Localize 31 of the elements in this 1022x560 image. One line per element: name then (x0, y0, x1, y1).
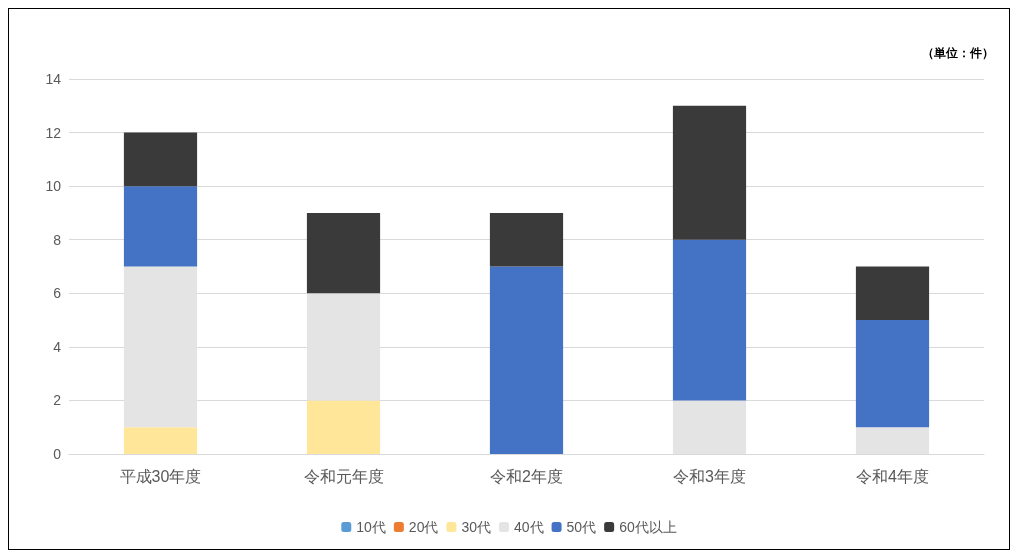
y-tick-label: 2 (53, 392, 62, 409)
y-tick-label: 0 (53, 446, 62, 462)
bar (123, 427, 198, 454)
x-tick-label: 令和2年度 (490, 467, 563, 485)
legend-label: 40代 (514, 519, 544, 535)
bar (123, 186, 198, 267)
bar (672, 105, 747, 240)
bar (306, 400, 381, 454)
bar (123, 132, 198, 187)
legend-label: 50代 (566, 519, 597, 535)
y-tick-label: 12 (45, 124, 62, 141)
bar (489, 212, 564, 267)
x-tick-label: 平成30年度 (119, 467, 202, 485)
legend-label: 30代 (461, 519, 492, 535)
y-tick-label: 6 (53, 285, 62, 302)
legend-label: 20代 (408, 519, 439, 535)
y-tick-label: 14 (45, 71, 62, 87)
x-tick-label: 令和3年度 (673, 467, 746, 485)
legend-label: 60代以上 (619, 519, 677, 535)
legend-label: 10代 (356, 519, 386, 535)
text: （単位：件） (922, 46, 994, 60)
bar (306, 212, 381, 294)
bar (855, 320, 930, 428)
bar (672, 239, 747, 401)
bar (489, 266, 564, 454)
x-tick-label: 令和4年度 (856, 467, 929, 485)
bar (855, 266, 930, 321)
x-tick-label: 令和元年度 (303, 467, 384, 485)
y-tick-label: 4 (53, 338, 62, 355)
y-tick-label: 10 (45, 178, 62, 195)
y-tick-label: 8 (53, 231, 62, 248)
